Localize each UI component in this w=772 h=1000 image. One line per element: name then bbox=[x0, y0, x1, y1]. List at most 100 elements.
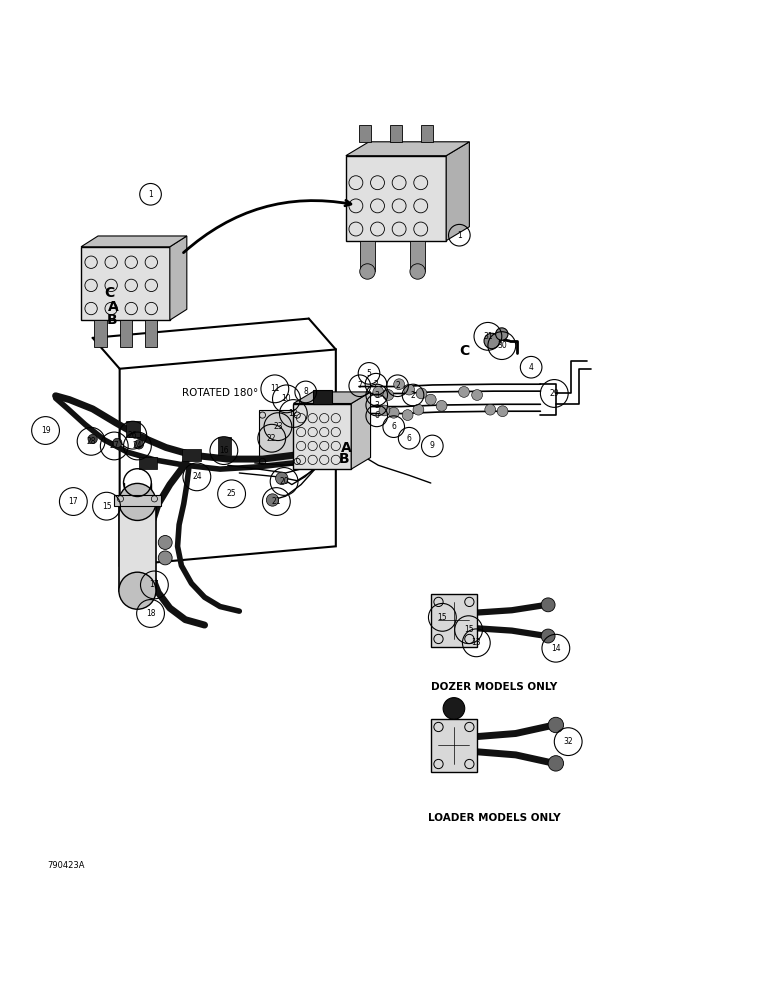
Text: 8: 8 bbox=[303, 387, 308, 396]
Circle shape bbox=[158, 551, 172, 565]
Text: 2: 2 bbox=[411, 391, 415, 400]
Circle shape bbox=[541, 629, 555, 643]
Text: 32: 32 bbox=[564, 737, 573, 746]
Text: 790423A: 790423A bbox=[47, 861, 84, 870]
Circle shape bbox=[541, 598, 555, 612]
Polygon shape bbox=[346, 142, 469, 156]
Text: 2: 2 bbox=[374, 380, 378, 389]
Polygon shape bbox=[293, 392, 371, 403]
Text: B: B bbox=[107, 313, 117, 327]
Circle shape bbox=[360, 264, 375, 279]
Text: 16: 16 bbox=[219, 446, 229, 455]
Circle shape bbox=[266, 494, 279, 506]
Bar bbox=[120, 320, 132, 347]
Text: 1: 1 bbox=[457, 231, 462, 240]
Bar bbox=[293, 403, 351, 469]
Text: 6: 6 bbox=[391, 422, 396, 431]
Bar bbox=[182, 449, 201, 461]
Text: 19: 19 bbox=[41, 426, 50, 435]
Text: 7: 7 bbox=[357, 381, 362, 390]
Circle shape bbox=[119, 483, 156, 520]
Circle shape bbox=[88, 434, 97, 444]
Circle shape bbox=[472, 390, 482, 400]
Text: C: C bbox=[104, 286, 115, 300]
Text: 3: 3 bbox=[374, 391, 379, 400]
Text: C: C bbox=[459, 344, 470, 358]
Circle shape bbox=[410, 264, 425, 279]
Circle shape bbox=[443, 698, 465, 719]
Text: 10: 10 bbox=[282, 394, 291, 403]
Text: 9: 9 bbox=[430, 441, 435, 450]
Text: 22: 22 bbox=[267, 434, 276, 443]
Text: 12: 12 bbox=[289, 409, 298, 418]
Text: 15: 15 bbox=[102, 502, 111, 511]
Circle shape bbox=[484, 333, 499, 349]
Bar bbox=[410, 241, 425, 271]
Text: 11: 11 bbox=[270, 384, 279, 393]
Text: 4: 4 bbox=[529, 363, 533, 372]
Polygon shape bbox=[170, 236, 187, 320]
Text: 14: 14 bbox=[551, 644, 560, 653]
Text: 24: 24 bbox=[133, 441, 142, 450]
Polygon shape bbox=[446, 142, 469, 241]
Circle shape bbox=[548, 756, 564, 771]
Circle shape bbox=[497, 406, 508, 417]
Bar bbox=[360, 241, 375, 271]
Bar bbox=[346, 156, 446, 241]
Bar bbox=[359, 125, 371, 142]
Text: 23: 23 bbox=[273, 422, 283, 431]
Text: A: A bbox=[108, 300, 119, 314]
Circle shape bbox=[113, 438, 122, 448]
Circle shape bbox=[459, 387, 469, 397]
Text: 18: 18 bbox=[146, 609, 155, 618]
Text: DOZER MODELS ONLY: DOZER MODELS ONLY bbox=[431, 682, 557, 692]
Circle shape bbox=[373, 387, 384, 397]
Bar bbox=[259, 410, 301, 465]
Bar bbox=[390, 125, 402, 142]
Text: 28: 28 bbox=[86, 437, 96, 446]
Circle shape bbox=[402, 410, 413, 420]
Text: A: A bbox=[340, 441, 351, 455]
Circle shape bbox=[436, 400, 447, 411]
Text: 5: 5 bbox=[367, 369, 371, 378]
Bar bbox=[81, 247, 170, 320]
Bar bbox=[139, 457, 157, 469]
Circle shape bbox=[379, 405, 390, 416]
Text: 17: 17 bbox=[150, 580, 159, 589]
Text: 30: 30 bbox=[497, 341, 506, 350]
Text: 15: 15 bbox=[464, 625, 473, 634]
Text: 29: 29 bbox=[550, 389, 559, 398]
Circle shape bbox=[130, 429, 140, 438]
Bar bbox=[94, 320, 107, 347]
Bar bbox=[114, 495, 161, 506]
Text: 25: 25 bbox=[227, 489, 236, 498]
Text: 17: 17 bbox=[69, 497, 78, 506]
Circle shape bbox=[394, 379, 405, 390]
Text: 27: 27 bbox=[110, 441, 119, 450]
Circle shape bbox=[276, 472, 288, 485]
Text: 24: 24 bbox=[192, 472, 201, 481]
Bar bbox=[126, 421, 140, 437]
Circle shape bbox=[485, 404, 496, 415]
Circle shape bbox=[119, 572, 156, 609]
Circle shape bbox=[134, 440, 144, 449]
Text: LOADER MODELS ONLY: LOADER MODELS ONLY bbox=[428, 813, 560, 823]
Circle shape bbox=[413, 404, 424, 415]
Polygon shape bbox=[351, 392, 371, 469]
Polygon shape bbox=[81, 236, 187, 247]
Text: 6: 6 bbox=[407, 434, 411, 443]
Text: 1: 1 bbox=[148, 190, 153, 199]
Text: 3: 3 bbox=[374, 401, 379, 410]
Text: 6: 6 bbox=[374, 411, 379, 420]
Circle shape bbox=[383, 390, 394, 400]
Circle shape bbox=[416, 388, 427, 399]
Bar bbox=[421, 125, 433, 142]
Circle shape bbox=[388, 407, 399, 418]
Text: 26: 26 bbox=[128, 431, 137, 440]
Circle shape bbox=[425, 394, 436, 405]
Circle shape bbox=[548, 717, 564, 733]
Text: 31: 31 bbox=[483, 332, 493, 341]
Circle shape bbox=[496, 328, 508, 340]
Text: B: B bbox=[339, 452, 350, 466]
Bar bbox=[431, 594, 477, 647]
